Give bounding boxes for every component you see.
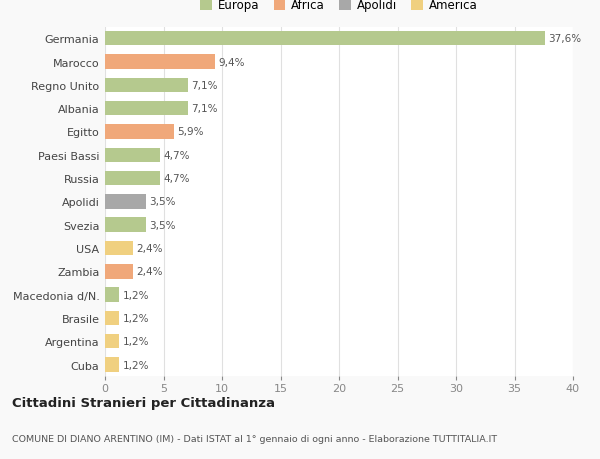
Text: 1,2%: 1,2% xyxy=(122,290,149,300)
Legend: Europa, Africa, Apolidi, America: Europa, Africa, Apolidi, America xyxy=(198,0,480,15)
Bar xyxy=(105,172,160,186)
Bar xyxy=(105,32,545,46)
Text: 1,2%: 1,2% xyxy=(122,360,149,370)
Bar xyxy=(105,218,146,232)
Text: 7,1%: 7,1% xyxy=(191,104,218,114)
Text: 4,7%: 4,7% xyxy=(163,151,190,161)
Bar xyxy=(105,358,119,372)
Text: 1,2%: 1,2% xyxy=(122,336,149,347)
Text: 9,4%: 9,4% xyxy=(218,57,245,67)
Text: Cittadini Stranieri per Cittadinanza: Cittadini Stranieri per Cittadinanza xyxy=(12,396,275,409)
Bar xyxy=(105,148,160,162)
Bar xyxy=(105,311,119,325)
Bar xyxy=(105,241,133,256)
Bar xyxy=(105,55,215,70)
Bar xyxy=(105,78,188,93)
Text: 3,5%: 3,5% xyxy=(149,197,176,207)
Text: 37,6%: 37,6% xyxy=(548,34,581,44)
Text: 7,1%: 7,1% xyxy=(191,81,218,91)
Text: 2,4%: 2,4% xyxy=(137,267,163,277)
Text: 5,9%: 5,9% xyxy=(178,127,204,137)
Text: 3,5%: 3,5% xyxy=(149,220,176,230)
Text: COMUNE DI DIANO ARENTINO (IM) - Dati ISTAT al 1° gennaio di ogni anno - Elaboraz: COMUNE DI DIANO ARENTINO (IM) - Dati IST… xyxy=(12,434,497,442)
Bar xyxy=(105,102,188,116)
Bar xyxy=(105,264,133,279)
Bar xyxy=(105,334,119,349)
Bar xyxy=(105,125,174,140)
Text: 1,2%: 1,2% xyxy=(122,313,149,323)
Text: 2,4%: 2,4% xyxy=(137,243,163,253)
Bar xyxy=(105,195,146,209)
Text: 4,7%: 4,7% xyxy=(163,174,190,184)
Bar xyxy=(105,288,119,302)
